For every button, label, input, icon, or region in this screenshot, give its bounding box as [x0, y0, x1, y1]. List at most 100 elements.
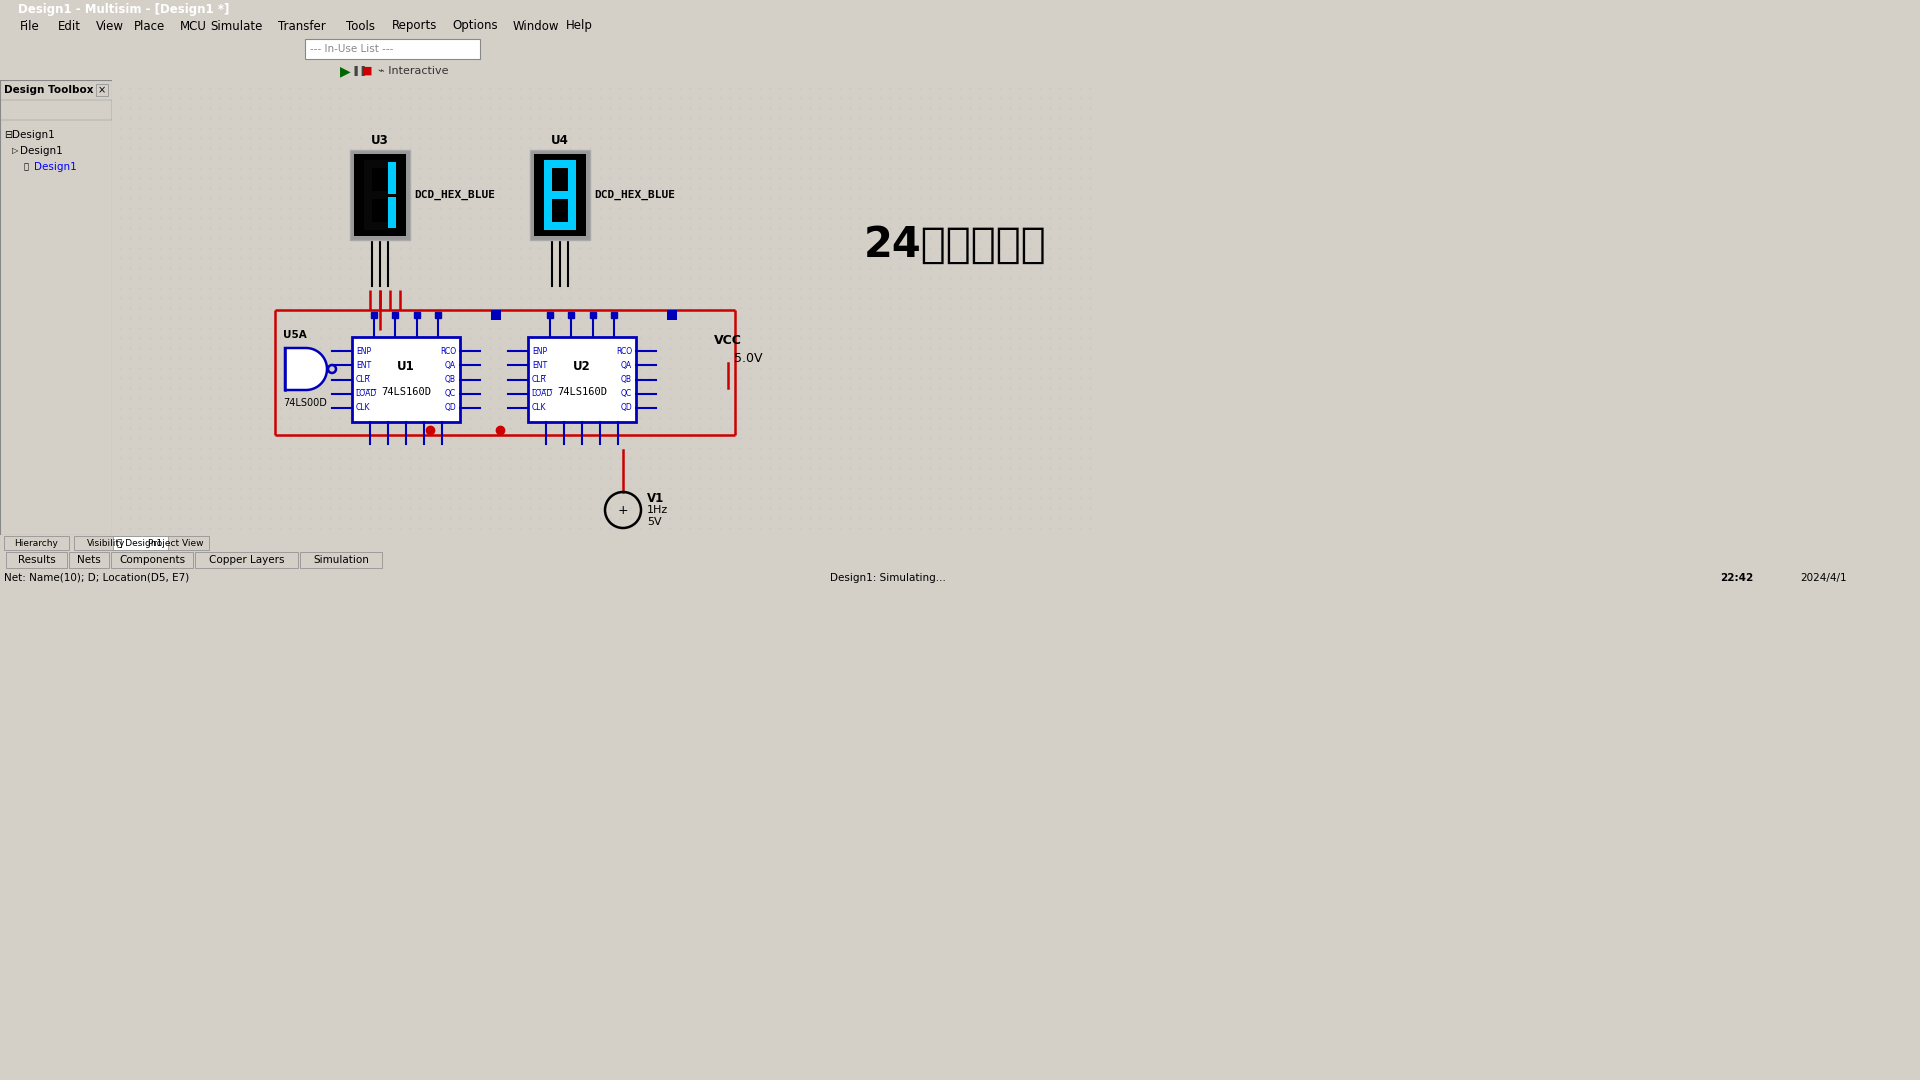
Text: QC: QC — [620, 389, 632, 399]
Bar — [388, 197, 396, 228]
Text: Design Toolbox: Design Toolbox — [4, 85, 94, 95]
Polygon shape — [284, 348, 326, 390]
Bar — [365, 191, 396, 199]
Bar — [568, 162, 576, 193]
Bar — [543, 222, 576, 230]
Text: Help: Help — [566, 19, 593, 32]
Text: 74LS00D: 74LS00D — [282, 399, 326, 408]
Text: ENP: ENP — [532, 347, 547, 355]
Text: U3: U3 — [371, 134, 390, 147]
Text: Reports: Reports — [392, 19, 438, 32]
Text: QB: QB — [620, 375, 632, 384]
Bar — [530, 150, 589, 240]
Text: Design1: Simulating...: Design1: Simulating... — [829, 573, 947, 583]
Text: ENP: ENP — [355, 347, 371, 355]
Text: RCO: RCO — [440, 347, 457, 355]
Text: ▶: ▶ — [340, 64, 351, 78]
Bar — [6, 552, 67, 568]
Bar — [113, 536, 169, 550]
Text: View: View — [96, 19, 125, 32]
Text: CLK: CLK — [532, 403, 547, 413]
Bar — [543, 191, 576, 199]
Bar — [365, 160, 396, 167]
Bar — [543, 197, 553, 228]
Bar — [666, 310, 678, 320]
Text: --- In-Use List ---: --- In-Use List --- — [309, 44, 394, 54]
Text: Tools: Tools — [346, 19, 374, 32]
Text: VCC: VCC — [714, 334, 741, 347]
Text: 5V: 5V — [647, 517, 662, 527]
Text: Simulation: Simulation — [313, 555, 369, 565]
Bar — [353, 154, 405, 237]
Text: Design1 - Multisim - [Design1 *]: Design1 - Multisim - [Design1 *] — [17, 2, 228, 15]
Text: Transfer: Transfer — [278, 19, 326, 32]
Text: Options: Options — [451, 19, 497, 32]
Text: QD: QD — [620, 403, 632, 413]
Bar — [543, 160, 576, 167]
Text: QA: QA — [445, 361, 457, 369]
Bar — [528, 337, 636, 422]
Text: ENT: ENT — [355, 361, 371, 369]
Bar — [305, 39, 480, 59]
Text: U1: U1 — [397, 361, 415, 374]
Text: File: File — [19, 19, 40, 32]
Bar — [365, 222, 396, 230]
Text: U2: U2 — [574, 361, 591, 374]
Bar — [568, 197, 576, 228]
Text: Results: Results — [17, 555, 56, 565]
Text: ❚❚: ❚❚ — [351, 66, 369, 76]
Bar — [0, 80, 111, 100]
Text: ■: ■ — [363, 66, 372, 76]
Text: Place: Place — [134, 19, 165, 32]
Text: L̅O̅A̅D̅: L̅O̅A̅D̅ — [532, 389, 553, 399]
Text: QC: QC — [445, 389, 457, 399]
Bar — [75, 536, 138, 550]
Text: Edit: Edit — [58, 19, 81, 32]
Bar — [388, 162, 396, 193]
Text: QD: QD — [444, 403, 457, 413]
Text: CLR̅: CLR̅ — [532, 375, 547, 384]
Text: Copper Layers: Copper Layers — [209, 555, 284, 565]
Text: QB: QB — [445, 375, 457, 384]
Text: +: + — [618, 503, 628, 516]
Bar — [4, 536, 69, 550]
Text: Hierarchy: Hierarchy — [13, 539, 58, 548]
Bar — [0, 100, 111, 120]
Text: DCD_HEX_BLUE: DCD_HEX_BLUE — [415, 190, 495, 200]
Text: U4: U4 — [551, 134, 568, 147]
Bar — [144, 536, 209, 550]
Text: Design1: Design1 — [12, 130, 56, 140]
Text: RCO: RCO — [616, 347, 632, 355]
Text: 2024/4/1: 2024/4/1 — [1801, 573, 1847, 583]
Text: Nets: Nets — [77, 555, 102, 565]
Text: CLR̅: CLR̅ — [355, 375, 371, 384]
Text: ⌁ Interactive: ⌁ Interactive — [378, 66, 449, 76]
Text: Project View: Project View — [148, 539, 204, 548]
Text: 📄: 📄 — [23, 162, 29, 172]
Bar — [69, 552, 109, 568]
Bar — [349, 150, 411, 240]
Bar — [365, 197, 372, 228]
Text: V1: V1 — [647, 491, 664, 504]
Text: 5.0V: 5.0V — [733, 351, 762, 365]
Bar — [365, 162, 372, 193]
Text: 📄 Design1: 📄 Design1 — [117, 539, 163, 548]
Bar — [543, 162, 553, 193]
Text: ×: × — [98, 85, 106, 95]
Text: 22:42: 22:42 — [1720, 573, 1753, 583]
Text: U5A: U5A — [282, 330, 307, 340]
Text: 1Hz: 1Hz — [647, 505, 668, 515]
Text: 24进制计数器: 24进制计数器 — [864, 224, 1046, 266]
Text: Visibility: Visibility — [86, 539, 125, 548]
Text: Net: Name(10); D; Location(D5, E7): Net: Name(10); D; Location(D5, E7) — [4, 573, 190, 583]
Text: Components: Components — [119, 555, 184, 565]
Text: ▷: ▷ — [12, 147, 19, 156]
Bar — [0, 18, 15, 36]
Bar — [351, 337, 461, 422]
Text: 74LS160D: 74LS160D — [557, 388, 607, 397]
Bar — [96, 84, 108, 96]
Bar — [492, 310, 501, 320]
Bar — [196, 552, 298, 568]
Bar — [300, 552, 382, 568]
Text: 74LS160D: 74LS160D — [380, 388, 430, 397]
